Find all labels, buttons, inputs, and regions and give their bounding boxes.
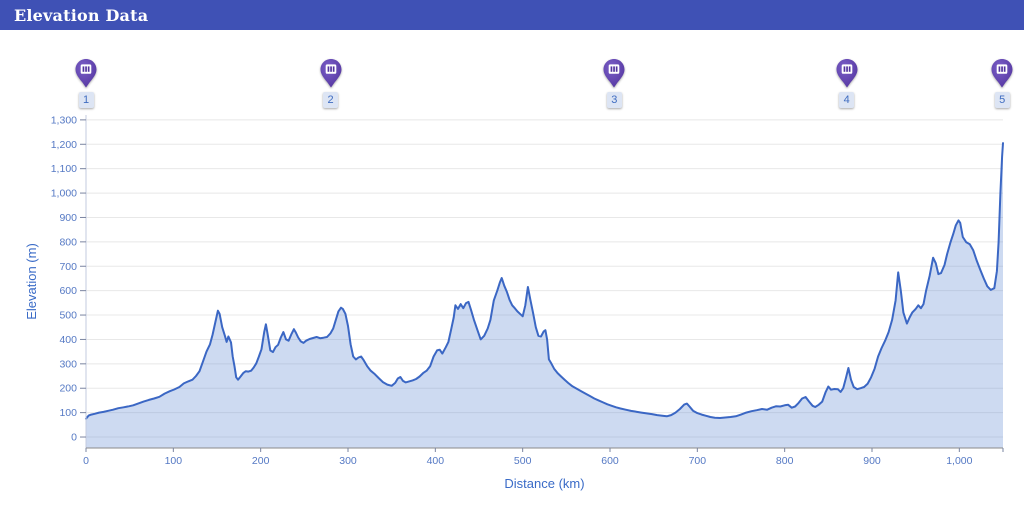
- waypoint-markers-row: 1 2 3: [0, 0, 1024, 120]
- map-pin-icon[interactable]: [602, 58, 626, 89]
- y-tick-label: 800: [59, 236, 77, 248]
- elevation-area-fill: [86, 143, 1003, 448]
- map-pin-icon[interactable]: [990, 58, 1014, 89]
- x-tick-label: 600: [601, 455, 619, 467]
- x-tick-label: 1,000: [946, 455, 972, 467]
- waypoint-number-badge[interactable]: 1: [78, 92, 94, 108]
- waypoint-marker[interactable]: 5: [987, 58, 1017, 108]
- y-tick-label: 300: [59, 358, 77, 370]
- x-tick-label: 100: [165, 455, 183, 467]
- y-tick-label: 1,300: [51, 114, 77, 126]
- waypoint-marker[interactable]: 3: [599, 58, 629, 108]
- map-pin-icon[interactable]: [835, 58, 859, 89]
- x-tick-label: 800: [776, 455, 794, 467]
- y-tick-label: 200: [59, 383, 77, 395]
- y-tick-label: 700: [59, 261, 77, 273]
- y-tick-label: 900: [59, 212, 77, 224]
- y-tick-label: 1,200: [51, 139, 77, 151]
- y-tick-label: 0: [71, 432, 77, 444]
- x-tick-label: 500: [514, 455, 532, 467]
- y-tick-label: 100: [59, 407, 77, 419]
- map-pin-icon[interactable]: [74, 58, 98, 89]
- app-header: Elevation Data: [0, 0, 1024, 30]
- x-tick-label: 200: [252, 455, 270, 467]
- x-tick-label: 700: [689, 455, 707, 467]
- y-tick-label: 600: [59, 285, 77, 297]
- waypoint-marker[interactable]: 2: [316, 58, 346, 108]
- x-tick-label: 900: [863, 455, 881, 467]
- y-tick-label: 1,000: [51, 188, 77, 200]
- elevation-line: [85, 142, 1004, 420]
- waypoint-number-badge[interactable]: 4: [839, 92, 855, 108]
- x-axis-title: Distance (km): [504, 476, 584, 491]
- waypoint-number-badge[interactable]: 3: [606, 92, 622, 108]
- waypoint-number-badge[interactable]: 2: [323, 92, 339, 108]
- y-tick-label: 500: [59, 310, 77, 322]
- waypoint-marker[interactable]: 1: [71, 58, 101, 108]
- x-tick-label: 400: [427, 455, 445, 467]
- y-tick-label: 1,100: [51, 163, 77, 175]
- map-pin-icon[interactable]: [319, 58, 343, 89]
- waypoint-number-badge[interactable]: 5: [994, 92, 1010, 108]
- waypoint-marker[interactable]: 4: [832, 58, 862, 108]
- y-axis-title: Elevation (m): [24, 243, 39, 320]
- y-tick-label: 400: [59, 334, 77, 346]
- x-tick-label: 300: [339, 455, 357, 467]
- x-tick-label: 0: [83, 455, 89, 467]
- page-title: Elevation Data: [14, 5, 149, 25]
